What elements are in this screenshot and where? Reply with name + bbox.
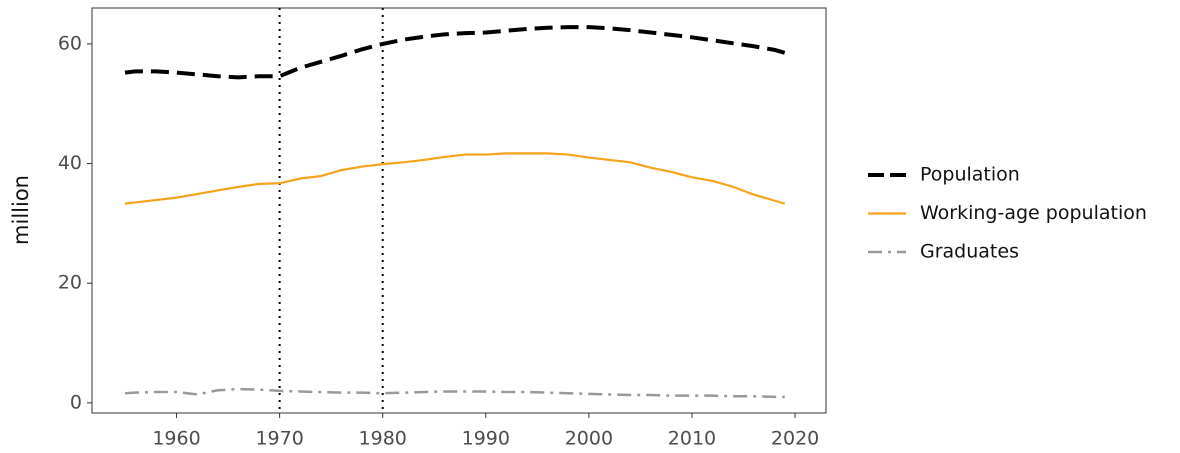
line — [124, 152, 786, 205]
x-tick-label: 1990 — [462, 428, 510, 450]
y-tick-label: 60 — [58, 32, 82, 54]
y-tick-label: 0 — [70, 391, 82, 413]
x-tick-label: 1980 — [359, 428, 407, 450]
legend-label: Graduates — [920, 241, 1019, 263]
panel-border — [91, 7, 827, 414]
line — [124, 387, 785, 399]
x-tick-label: 2020 — [771, 428, 819, 450]
x-tick-label: 1970 — [255, 428, 303, 450]
legend: Population Working-age population Graduate… — [868, 164, 1147, 263]
y-tick-label: 40 — [58, 152, 82, 174]
y-tick-label: 20 — [58, 272, 82, 294]
legend-label: Working-age population — [920, 202, 1147, 224]
x-tick-label: 1960 — [152, 428, 200, 450]
y-axis-label: million — [9, 175, 33, 245]
x-tick-label: 2000 — [565, 428, 613, 450]
x-tick-label: 2010 — [668, 428, 716, 450]
line — [124, 25, 786, 80]
legend-label: Population — [920, 164, 1020, 186]
